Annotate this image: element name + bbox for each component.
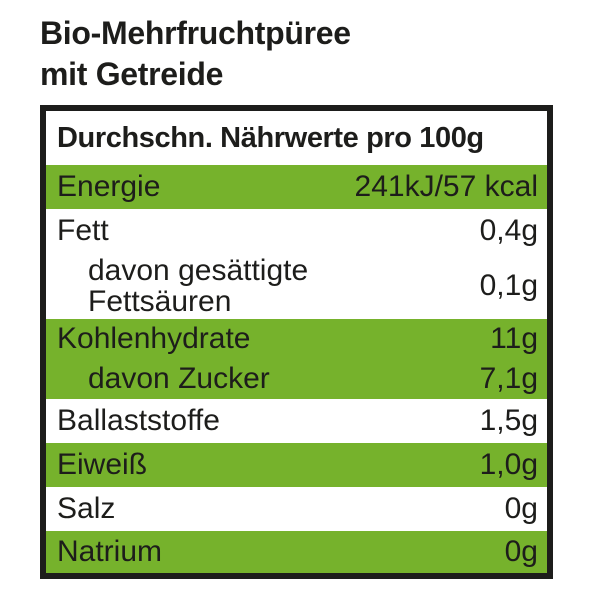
nutrition-row: Fett 0,4g: [46, 209, 547, 253]
nutrient-label: davon gesättigte Fettsäuren: [88, 253, 309, 318]
nutrient-label: davon Zucker: [88, 362, 270, 396]
nutrient-value: 241kJ/57 kcal: [354, 170, 538, 204]
nutrient-label: Natrium: [57, 535, 163, 569]
nutrient-label: Eiweiß: [57, 448, 148, 482]
nutrition-row: davon gesättigte Fettsäuren 0,1g: [46, 253, 547, 319]
nutrition-row: Natrium 0g: [46, 531, 547, 573]
nutrition-row: Kohlenhydrate 11g: [46, 319, 547, 359]
nutrition-row: Ballaststoffe 1,5g: [46, 399, 547, 443]
nutrient-label: Salz: [57, 492, 116, 526]
nutrient-value: 0,1g: [479, 269, 538, 303]
nutrition-row: davon Zucker 7,1g: [46, 359, 547, 399]
nutrient-label: Fett: [57, 214, 109, 248]
nutrient-value: 0,4g: [479, 214, 538, 248]
nutrient-label: Energie: [57, 170, 161, 204]
product-title: Bio-Mehrfruchtpüree mit Getreide: [40, 13, 351, 95]
nutrition-row: Salz 0g: [46, 487, 547, 531]
nutrient-value: 7,1g: [479, 362, 538, 396]
nutrition-table: Durchschn. Nährwerte pro 100g Energie 24…: [40, 105, 553, 579]
nutrient-label: Ballaststoffe: [57, 404, 220, 438]
nutrition-row: Energie 241kJ/57 kcal: [46, 165, 547, 209]
nutrient-value: 11g: [490, 322, 538, 356]
nutrient-value: 0g: [504, 535, 538, 569]
nutrient-value: 1,5g: [479, 404, 538, 438]
nutrient-value: 0g: [504, 492, 538, 526]
product-title-line1: Bio-Mehrfruchtpüree: [40, 15, 351, 51]
product-title-line2: mit Getreide: [40, 55, 224, 92]
nutrient-value: 1,0g: [479, 448, 538, 482]
table-header-row: Durchschn. Nährwerte pro 100g: [46, 111, 547, 165]
nutrient-label: Kohlenhydrate: [57, 322, 251, 356]
table-header-text: Durchschn. Nährwerte pro 100g: [57, 121, 484, 154]
nutrition-row: Eiweiß 1,0g: [46, 443, 547, 487]
